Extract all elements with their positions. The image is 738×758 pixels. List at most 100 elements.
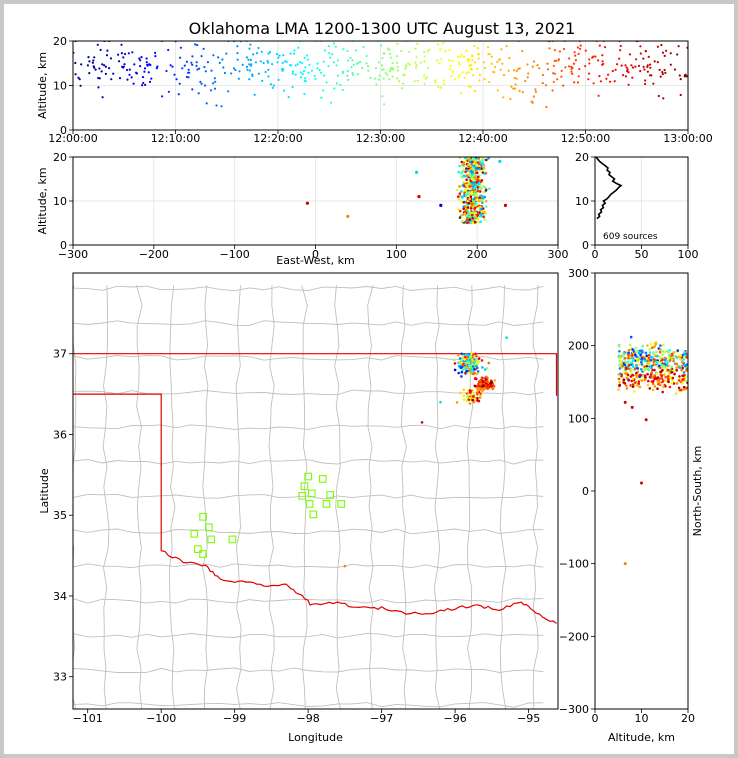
map-tick-label-y: 36: [53, 428, 67, 441]
source-point: [142, 81, 145, 85]
outlier-point: [414, 170, 419, 174]
source-point: [667, 380, 670, 384]
source-point: [391, 61, 394, 64]
source-point: [327, 45, 330, 48]
source-point: [647, 356, 651, 360]
source-point: [460, 370, 464, 374]
source-point: [434, 81, 437, 84]
source-point: [670, 371, 674, 374]
source-point: [621, 364, 624, 368]
source-point: [79, 84, 82, 87]
source-point: [341, 70, 344, 73]
county-line: [235, 285, 242, 709]
station-marker: [322, 500, 331, 508]
source-point: [291, 72, 294, 75]
source-point: [356, 73, 359, 76]
source-point: [461, 219, 465, 223]
source-point: [304, 66, 307, 69]
source-point: [294, 73, 297, 76]
source-point: [668, 385, 672, 389]
source-point: [626, 360, 630, 364]
source-point: [215, 104, 218, 107]
source-point: [653, 345, 656, 348]
source-point: [480, 359, 484, 362]
source-point: [630, 64, 633, 67]
source-point: [477, 384, 480, 387]
source-point: [97, 76, 100, 80]
source-point: [630, 361, 633, 365]
north-south-ylabel: North-South, km: [691, 446, 704, 537]
source-point: [639, 69, 642, 73]
station-marker: [205, 523, 213, 532]
source-point: [466, 192, 470, 196]
source-point: [257, 72, 260, 75]
source-point: [562, 84, 565, 87]
source-point: [199, 80, 202, 83]
source-point: [463, 212, 467, 215]
source-point: [652, 380, 655, 383]
source-point: [471, 59, 474, 62]
source-point: [474, 196, 478, 199]
source-point: [232, 67, 236, 70]
source-point: [386, 73, 389, 76]
source-point: [642, 368, 646, 372]
north-south-tick-label-y: −300: [559, 703, 589, 716]
source-point: [185, 60, 188, 63]
source-point: [347, 78, 350, 81]
source-point: [477, 164, 481, 168]
source-point: [656, 61, 659, 64]
source-point: [465, 184, 468, 187]
source-point: [614, 68, 617, 71]
source-point: [476, 67, 479, 70]
east-west-points: [305, 157, 508, 225]
source-point: [480, 194, 484, 198]
source-point: [541, 82, 544, 85]
source-point: [109, 57, 113, 60]
source-point: [476, 47, 479, 50]
source-point: [457, 61, 460, 64]
source-point: [464, 208, 468, 212]
source-point: [643, 358, 647, 361]
county-line: [73, 285, 77, 709]
source-point: [423, 50, 426, 54]
source-point: [99, 48, 102, 52]
source-point: [457, 76, 460, 79]
source-point: [251, 74, 254, 77]
source-point: [154, 51, 157, 55]
source-point: [677, 45, 680, 48]
source-point: [481, 201, 484, 204]
source-point: [646, 64, 649, 67]
source-point: [458, 209, 462, 213]
source-point: [248, 69, 251, 72]
source-point: [685, 75, 688, 78]
outlier-point: [505, 336, 508, 339]
source-point: [127, 52, 130, 55]
source-point: [668, 349, 671, 352]
source-point: [512, 87, 515, 90]
source-point: [623, 356, 627, 360]
source-point: [218, 61, 221, 64]
source-point: [640, 350, 644, 354]
source-point: [653, 374, 656, 377]
source-point: [365, 62, 368, 65]
source-point: [395, 61, 399, 65]
source-point: [169, 64, 172, 67]
source-point: [460, 375, 463, 378]
source-point: [284, 60, 287, 63]
source-point: [275, 52, 279, 56]
source-point: [627, 364, 631, 367]
source-point: [628, 53, 632, 56]
source-point: [130, 76, 133, 79]
source-point: [663, 358, 667, 362]
source-point: [626, 373, 630, 377]
east-west-tick-label-x: 300: [548, 248, 569, 261]
source-point: [477, 357, 481, 360]
map-source-points: [343, 336, 508, 568]
source-point: [96, 43, 99, 46]
time-height-tick-label-y: 0: [60, 124, 67, 137]
north-south-axes-frame: [594, 272, 689, 710]
source-point: [621, 354, 625, 357]
source-point: [478, 211, 481, 214]
source-point: [408, 50, 411, 54]
station-marker: [190, 529, 199, 538]
